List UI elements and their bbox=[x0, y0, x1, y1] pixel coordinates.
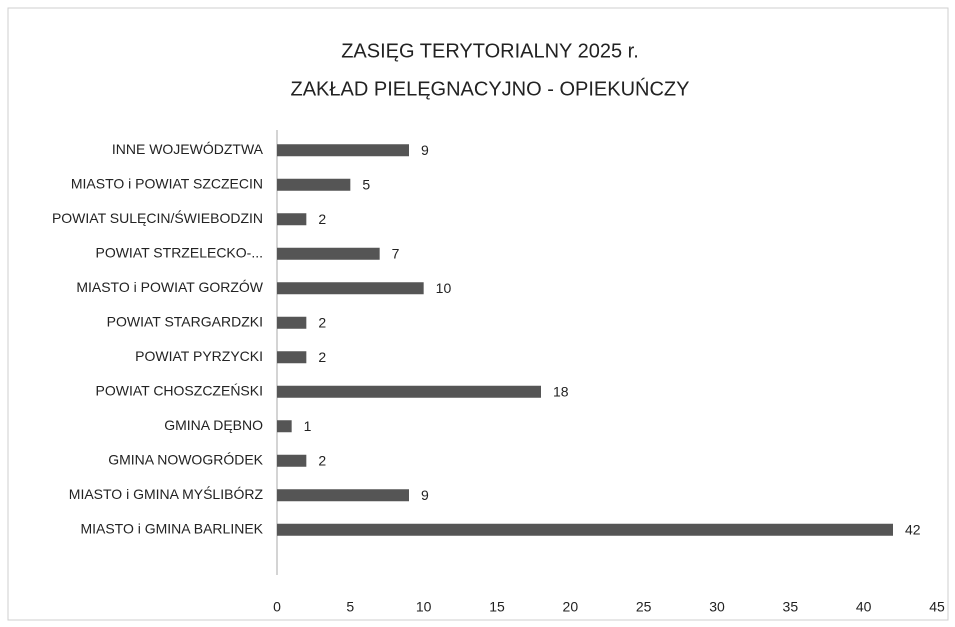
y-tick-label: GMINA DĘBNO bbox=[164, 417, 263, 433]
data-label: 2 bbox=[318, 211, 326, 227]
bar bbox=[277, 454, 307, 467]
x-tick-label: 35 bbox=[783, 599, 799, 615]
y-tick-label: INNE WOJEWÓDZTWA bbox=[112, 141, 264, 157]
chart-frame bbox=[7, 7, 949, 621]
data-label: 1 bbox=[304, 418, 312, 434]
data-label: 5 bbox=[362, 176, 370, 192]
bar bbox=[277, 489, 409, 502]
bar bbox=[277, 351, 307, 364]
x-tick-label: 5 bbox=[346, 599, 354, 615]
x-tick-label: 20 bbox=[563, 599, 579, 615]
data-label: 2 bbox=[318, 314, 326, 330]
data-label: 7 bbox=[392, 245, 400, 261]
y-tick-label: MIASTO i GMINA MYŚLIBÓRZ bbox=[69, 485, 264, 502]
data-label: 42 bbox=[905, 521, 921, 537]
bar bbox=[277, 144, 409, 157]
data-label: 18 bbox=[553, 383, 569, 399]
y-tick-label: POWIAT STRZELECKO-... bbox=[95, 244, 263, 260]
y-tick-label: POWIAT PYRZYCKI bbox=[135, 348, 263, 364]
x-tick-label: 25 bbox=[636, 599, 652, 615]
chart-title: ZAKŁAD PIELĘGNACYJNO - OPIEKUŃCZY bbox=[291, 77, 690, 100]
x-tick-label: 10 bbox=[416, 599, 432, 615]
x-tick-label: 15 bbox=[489, 599, 505, 615]
x-tick-label: 30 bbox=[709, 599, 725, 615]
chart-title: ZASIĘG TERYTORIALNY 2025 r. bbox=[341, 40, 639, 62]
y-tick-label: POWIAT SULĘCIN/ŚWIEBODZIN bbox=[52, 209, 263, 226]
bar bbox=[277, 523, 893, 536]
bar bbox=[277, 385, 541, 398]
bar bbox=[277, 247, 380, 260]
data-label: 10 bbox=[436, 280, 452, 296]
bar bbox=[277, 282, 424, 295]
y-tick-label: MIASTO i POWIAT SZCZECIN bbox=[71, 175, 263, 191]
data-label: 9 bbox=[421, 142, 429, 158]
bar bbox=[277, 213, 307, 226]
y-tick-label: POWIAT CHOSZCZEŃSKI bbox=[96, 382, 264, 398]
bar bbox=[277, 316, 307, 329]
data-label: 2 bbox=[318, 349, 326, 365]
x-tick-label: 0 bbox=[273, 599, 281, 615]
x-tick-label: 40 bbox=[856, 599, 872, 615]
y-tick-label: POWIAT STARGARDZKI bbox=[107, 313, 263, 329]
data-label: 2 bbox=[318, 452, 326, 468]
y-tick-label: MIASTO i POWIAT GORZÓW bbox=[76, 279, 263, 295]
x-tick-label: 45 bbox=[929, 599, 945, 615]
y-tick-label: MIASTO i GMINA BARLINEK bbox=[80, 520, 263, 536]
bar bbox=[277, 178, 351, 191]
y-tick-label: GMINA NOWOGRÓDEK bbox=[108, 451, 263, 467]
data-label: 9 bbox=[421, 487, 429, 503]
bar bbox=[277, 420, 292, 433]
